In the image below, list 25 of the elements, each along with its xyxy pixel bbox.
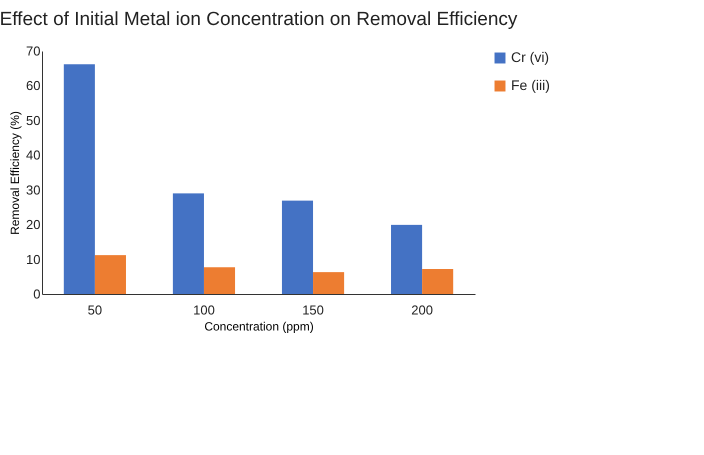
y-tick-label: 70 — [26, 44, 40, 58]
y-tick-label: 60 — [26, 78, 40, 94]
y-tick-label: 50 — [26, 112, 40, 128]
y-tick-label: 20 — [26, 217, 40, 232]
x-tick-label: 150 — [302, 302, 324, 318]
x-tick-label: 200 — [411, 302, 433, 318]
x-tick-label: 100 — [193, 302, 215, 318]
x-tick-label: 50 — [88, 302, 102, 318]
x-axis-title: Concentration (ppm) — [204, 320, 314, 334]
bar — [64, 64, 95, 294]
legend-label: Cr (vi) — [511, 49, 550, 65]
bar — [422, 269, 454, 294]
chart-title: Effect of Initial Metal ion Concentration on Removal Efficiency — [0, 9, 518, 30]
legend-label: Fe (iii) — [511, 77, 550, 93]
y-tick-label: 10 — [26, 252, 40, 267]
y-axis-title: Removal Efficiency (%) — [8, 111, 22, 235]
bar — [313, 272, 344, 294]
y-tick-label: 30 — [26, 182, 40, 198]
y-tick-label: 0 — [33, 286, 40, 302]
y-tick-label: 40 — [26, 148, 40, 163]
bar — [172, 193, 204, 294]
bar — [282, 200, 314, 294]
bar — [391, 224, 422, 294]
bar — [94, 255, 126, 294]
bar — [204, 267, 236, 294]
